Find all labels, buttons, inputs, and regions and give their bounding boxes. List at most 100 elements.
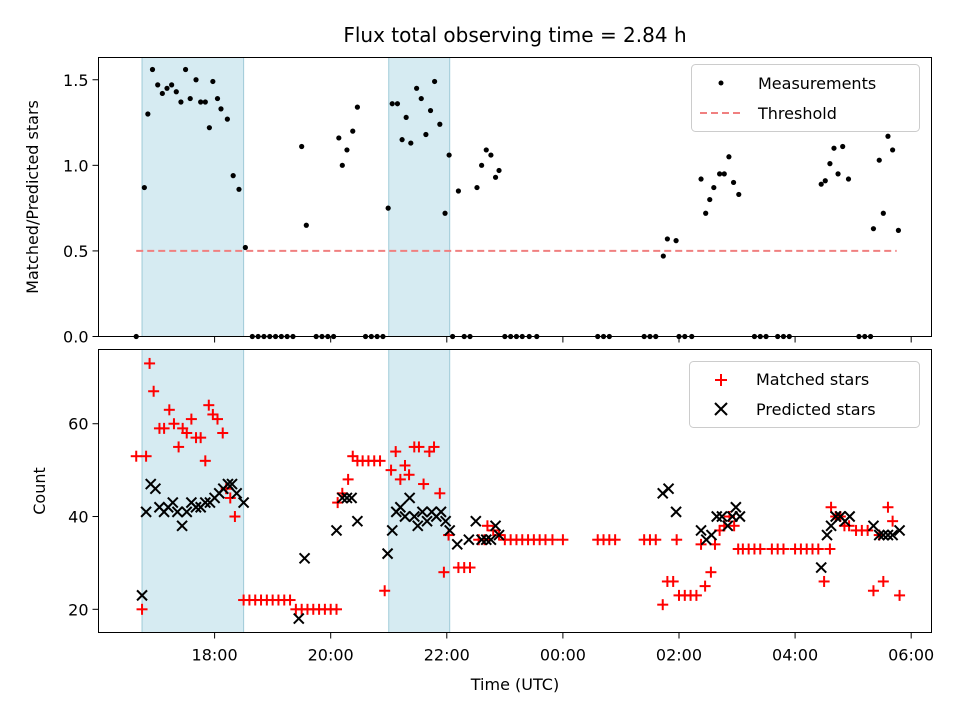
matched-star-point xyxy=(438,566,450,578)
matched-star-point xyxy=(824,543,836,555)
matched-star-point xyxy=(229,511,241,523)
matched-star-point xyxy=(418,478,430,490)
predicted-star-point xyxy=(293,612,305,625)
measurement-point xyxy=(214,95,221,102)
measurement-point xyxy=(822,178,828,184)
measurement-point xyxy=(178,99,184,105)
y-tick-label: 20 xyxy=(68,600,88,619)
matched-star-point xyxy=(173,441,185,453)
measurement-point xyxy=(344,147,350,153)
top-y-axis-label: Matched/Predicted stars xyxy=(23,100,42,294)
predicted-star-point xyxy=(877,529,890,541)
measurement-point xyxy=(840,143,846,150)
predicted-star-point xyxy=(298,552,311,564)
predicted-star-point xyxy=(493,529,505,541)
measurement-point xyxy=(187,95,193,102)
bottom-panel: 20 40 60 18:00 20:00 22:00 00:00 02:00 04:00 06:0… xyxy=(30,349,934,694)
legend-measurements-label: Measurements xyxy=(758,74,876,93)
measurement-point xyxy=(385,205,391,211)
measurement-point xyxy=(403,114,409,121)
top-axis-ticks: 0.0 0.5 1.0 1.5 xyxy=(63,71,912,347)
matched-star-point xyxy=(812,543,824,555)
legend-threshold-label: Threshold xyxy=(757,104,837,123)
matched-star-point xyxy=(140,450,152,462)
measurement-point xyxy=(336,135,342,141)
measurement-point xyxy=(354,104,360,110)
measurement-point xyxy=(446,152,452,158)
measurement-point xyxy=(159,90,165,97)
x-tick-label: 18:00 xyxy=(192,646,238,665)
measurement-point xyxy=(210,78,216,85)
x-tick-label: 20:00 xyxy=(308,646,354,665)
top-axes-frame xyxy=(98,57,932,337)
measurement-point xyxy=(845,176,852,182)
measurement-point xyxy=(717,171,723,177)
measurements-series xyxy=(133,66,902,340)
predicted-star-point xyxy=(480,534,492,546)
measurement-point xyxy=(350,128,356,134)
measurement-point xyxy=(736,191,742,198)
matched-star-point xyxy=(385,464,397,476)
measurement-point xyxy=(218,106,224,112)
measurement-point xyxy=(703,210,709,216)
predicted-star-point xyxy=(226,478,238,490)
bottom-legend-box xyxy=(689,361,920,428)
predicted-star-point xyxy=(830,510,842,523)
predicted-star-point xyxy=(408,510,420,523)
matched-star-point xyxy=(399,459,411,471)
measurement-point xyxy=(230,173,236,179)
predicted-star-point xyxy=(705,529,718,541)
matched-star-point xyxy=(403,469,415,481)
legend-measurements-marker xyxy=(718,80,724,86)
measurement-point xyxy=(818,181,824,187)
predicted-star-point xyxy=(381,547,394,560)
measurement-point xyxy=(155,82,161,88)
predicted-star-point xyxy=(716,510,728,523)
predicted-star-point xyxy=(176,520,188,532)
predicted-star-point xyxy=(843,510,856,523)
matched-star-point xyxy=(413,441,425,453)
measurement-point xyxy=(483,147,489,153)
matched-star-point xyxy=(481,520,493,532)
measurement-point xyxy=(339,162,345,168)
measurement-point xyxy=(224,116,230,122)
measurement-point xyxy=(698,176,704,182)
matched-star-point xyxy=(434,487,446,499)
measurement-point xyxy=(707,196,713,203)
predicted-star-point xyxy=(181,506,193,518)
predicted-star-point xyxy=(435,506,447,518)
measurement-point xyxy=(890,147,896,153)
matched-star-point xyxy=(379,585,391,597)
predicted-star-point xyxy=(443,524,456,537)
measurement-point xyxy=(299,143,305,150)
predicted-star-point xyxy=(485,534,497,546)
matched-star-point xyxy=(428,441,440,453)
measurement-point xyxy=(488,152,494,158)
x-tick-label: 04:00 xyxy=(772,646,818,665)
measurement-point xyxy=(198,99,204,105)
measurement-point xyxy=(182,66,189,73)
bottom-axes-frame xyxy=(98,349,932,633)
measurement-point xyxy=(876,157,882,163)
predicted-star-point xyxy=(351,515,364,527)
x-tick-label: 00:00 xyxy=(540,646,586,665)
matched-star-point xyxy=(546,534,558,546)
legend-matched-marker xyxy=(715,374,727,386)
matched-star-point xyxy=(877,575,889,587)
predicted-star-point xyxy=(893,524,906,537)
predicted-star-point xyxy=(199,496,212,509)
matched-star-point xyxy=(887,515,899,527)
matched-star-point xyxy=(699,580,711,592)
y-tick-label: 1.5 xyxy=(63,71,88,90)
predicted-star-point xyxy=(167,496,179,509)
measurement-point xyxy=(726,154,732,160)
measurement-point xyxy=(442,210,448,216)
measurement-point xyxy=(202,99,208,105)
matched-star-point xyxy=(158,422,170,434)
y-tick-label: 0.5 xyxy=(63,242,88,261)
matched-star-point xyxy=(199,455,211,467)
measurement-point xyxy=(437,121,443,127)
predicted-star-point xyxy=(237,496,250,509)
matched-star-point xyxy=(224,492,236,504)
legend-predicted-marker xyxy=(714,402,728,416)
